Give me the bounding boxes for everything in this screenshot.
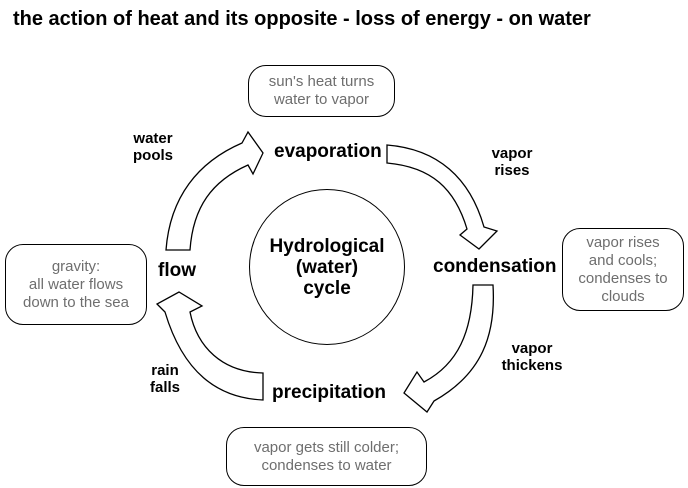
stage-label-precipitation: precipitation (272, 382, 387, 403)
stage-label-condensation: condensation (433, 256, 557, 277)
stage-label-evaporation: evaporation (274, 141, 382, 162)
cycle-center-circle: Hydrological (water) cycle (249, 189, 405, 345)
transition-label-vapor-thickens: vapor thickens (501, 340, 563, 374)
arrow-evaporation-to-condensation (386, 144, 499, 250)
callout-condensation-text: vapor rises and cools; condenses to clou… (578, 233, 668, 305)
callout-flow-text: gravity: all water flows down to the sea (23, 257, 129, 311)
diagram-title: the action of heat and its opposite - lo… (13, 8, 591, 30)
callout-flow-note: gravity: all water flows down to the sea (5, 244, 147, 325)
transition-label-vapor-rises: vapor rises (491, 145, 533, 179)
callout-condensation-note: vapor rises and cools; condenses to clou… (562, 228, 684, 311)
arrow-precipitation-to-flow (155, 291, 264, 401)
callout-evaporation-note: sun's heat turns water to vapor (248, 65, 395, 117)
cycle-center-label: Hydrological (water) cycle (269, 235, 385, 299)
transition-label-rain-falls: rain falls (149, 362, 180, 396)
callout-evaporation-text: sun's heat turns water to vapor (268, 73, 375, 108)
callout-precipitation-note: vapor gets still colder; condenses to wa… (226, 427, 427, 486)
transition-label-water-pools: water pools (133, 130, 173, 164)
arrow-condensation-to-precipitation (403, 284, 495, 413)
callout-precipitation-text: vapor gets still colder; condenses to wa… (253, 438, 400, 474)
arrow-flow-to-evaporation (165, 130, 264, 251)
stage-label-flow: flow (158, 260, 196, 281)
